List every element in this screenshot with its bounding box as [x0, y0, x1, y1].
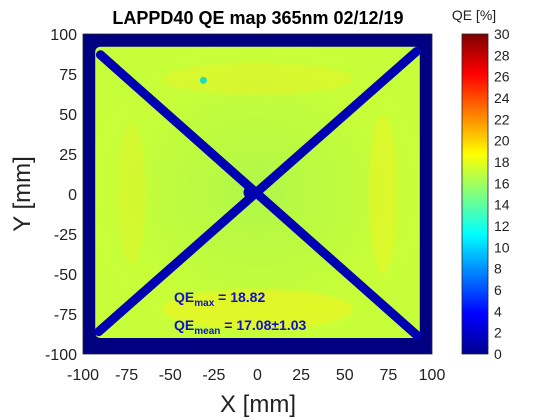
x-axis-label: X [mm]	[220, 391, 296, 418]
colorbar-tick-label: 8	[494, 261, 502, 277]
bottom-lobe	[162, 289, 353, 330]
colorbar-tick-label: 18	[494, 154, 510, 170]
colorbar-tick-label: 14	[494, 197, 510, 213]
heatmap	[83, 34, 432, 354]
x-tick-label: 100	[419, 367, 446, 384]
qe-mean-annotation: QEmean = 17.08±1.03	[174, 317, 306, 337]
colorbar-tick-label: 0	[494, 346, 502, 362]
colorbar-tick-label: 6	[494, 282, 502, 298]
active-region	[94, 46, 421, 340]
x-tick-label: -100	[67, 367, 99, 384]
y-tick-label: 0	[68, 187, 77, 204]
left-lobe	[117, 124, 146, 264]
y-tick-label: -75	[54, 307, 77, 324]
colorbar-tick-label: 4	[494, 303, 502, 319]
y-tick-label: 100	[50, 27, 77, 44]
colorbar-tick-label: 16	[494, 175, 510, 191]
qe-max-symbol: QE	[174, 289, 194, 305]
x-tick-label: 75	[379, 367, 397, 384]
qe-mean-value: = 17.08±1.03	[220, 317, 306, 333]
y-tick-label: -25	[54, 227, 77, 244]
colorbar-label: QE [%]	[452, 7, 496, 23]
y-tick-label: 25	[59, 147, 77, 164]
colorbar-tick-label: 30	[494, 26, 510, 42]
right-lobe	[369, 114, 398, 274]
defect-spot	[199, 76, 207, 84]
qe-mean-symbol: QE	[174, 317, 194, 333]
y-tick-label: -100	[45, 347, 77, 364]
qe-max-value: = 18.82	[214, 289, 265, 305]
x-tick-label: 25	[292, 367, 310, 384]
x-tick-label: 50	[336, 367, 354, 384]
qe-max-annotation: QEmax = 18.82	[174, 289, 265, 309]
y-tick-label: -50	[54, 267, 77, 284]
y-tick-labels: 100 75 50 25 0 -25 -50 -75 -100	[45, 27, 77, 364]
plot-frame	[82, 33, 433, 355]
colorbar-tick-label: 22	[494, 111, 510, 127]
spacer-diagonal-2	[94, 47, 421, 337]
colorbar-tick-label: 12	[494, 218, 510, 234]
colorbar-tick-label: 10	[494, 239, 510, 255]
top-lobe	[162, 62, 353, 95]
y-axis-label: Y [mm]	[9, 156, 36, 232]
x-tick-labels: -100 -75 -50 -25 0 25 50 75 100	[67, 367, 445, 384]
y-tick-label: 75	[59, 67, 77, 84]
colorbar	[461, 33, 489, 355]
x-tick-label: -50	[159, 367, 182, 384]
colorbar-tick-label: 26	[494, 69, 510, 85]
colorbar-tick-label: 2	[494, 325, 502, 341]
x-tick-label: -25	[202, 367, 225, 384]
colorbar-tick-label: 28	[494, 47, 510, 63]
colorbar-tick-label: 24	[494, 90, 510, 106]
colorbar-tick-label: 20	[494, 133, 510, 149]
spacer-center	[243, 185, 258, 200]
x-tick-label: 0	[253, 367, 262, 384]
x-tick-label: -75	[115, 367, 138, 384]
qe-mean-subscript: mean	[194, 326, 220, 337]
chart-title: LAPPD40 QE map 365nm 02/12/19	[112, 8, 403, 28]
y-tick-label: 50	[59, 107, 77, 124]
qe-max-subscript: max	[194, 298, 214, 309]
